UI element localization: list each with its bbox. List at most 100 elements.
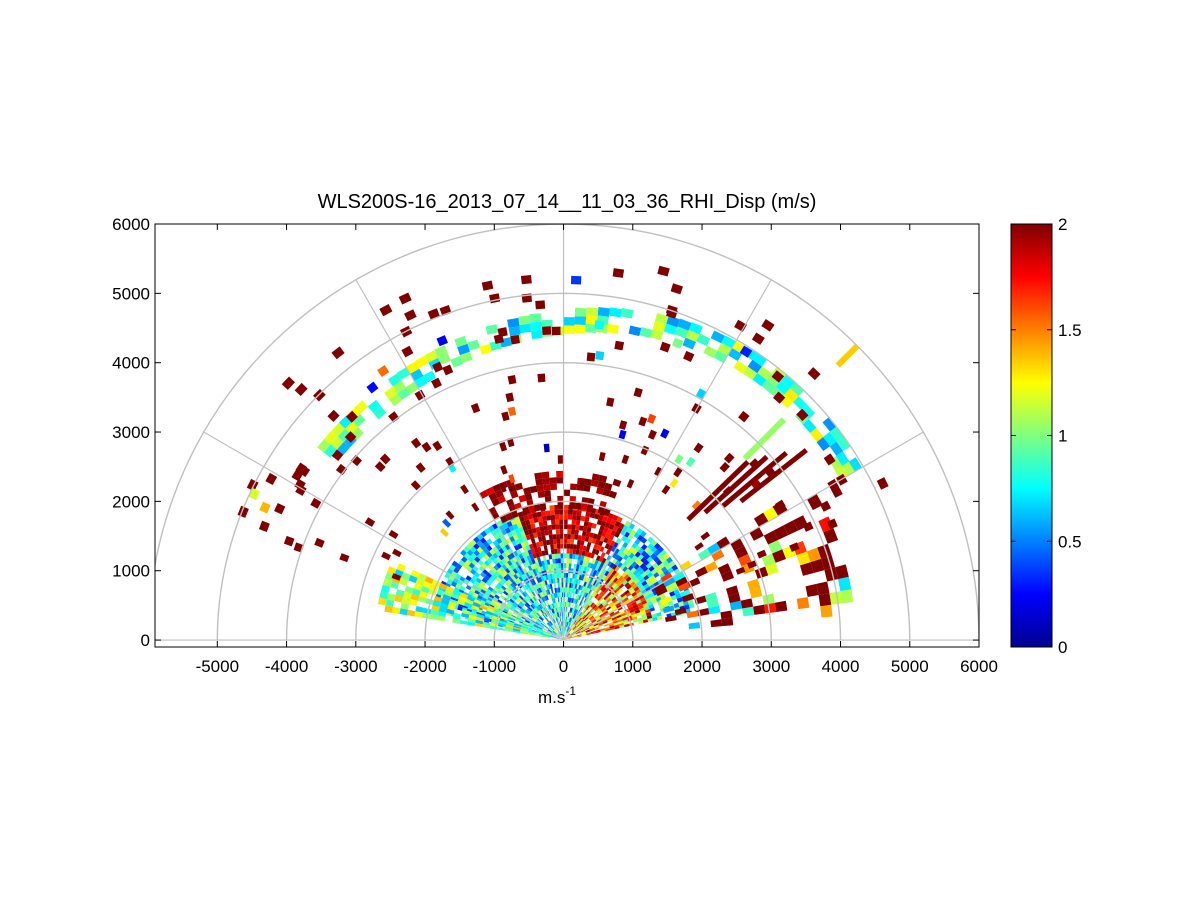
data-cell [530, 611, 536, 616]
data-cell [764, 466, 776, 478]
data-cell [499, 514, 508, 524]
data-cell [432, 440, 443, 452]
colorbar-axis: 00.511.52 [1011, 215, 1082, 657]
data-cell [781, 374, 796, 389]
data-cell [610, 529, 617, 536]
data-cell [577, 624, 583, 629]
data-cell [626, 584, 632, 590]
data-cell [570, 618, 574, 623]
data-cell [403, 591, 412, 599]
data-cell [517, 570, 523, 577]
data-cell [565, 577, 568, 583]
data-cell [522, 562, 528, 568]
data-cell [614, 566, 620, 572]
data-cell [614, 548, 620, 555]
data-cell [606, 598, 612, 604]
data-cell [536, 577, 541, 584]
data-cell [609, 627, 616, 631]
data-cell [608, 593, 614, 599]
data-cell [549, 620, 553, 626]
data-cell [562, 621, 564, 627]
data-cell [404, 309, 417, 322]
data-cell [633, 387, 643, 398]
data-cell [590, 628, 596, 632]
data-cell [529, 612, 535, 617]
data-cell [471, 583, 478, 590]
data-cell [557, 622, 560, 628]
data-cell [775, 380, 791, 395]
data-cell [579, 619, 584, 624]
data-cell [429, 583, 439, 592]
data-cell [534, 634, 543, 637]
data-cell [534, 595, 539, 601]
data-cell [421, 441, 432, 453]
data-cell [646, 589, 653, 595]
data-cell [580, 575, 585, 581]
data-cell [615, 537, 622, 544]
data-cell [569, 617, 572, 623]
data-cell [517, 612, 524, 617]
data-cell [628, 606, 634, 611]
data-cell [595, 600, 601, 606]
data-cell [560, 631, 563, 637]
data-cell [783, 520, 799, 536]
data-cell [530, 321, 542, 331]
data-cell [529, 533, 535, 540]
data-cell [652, 320, 666, 333]
data-cell [574, 307, 587, 317]
data-cell [513, 623, 522, 628]
data-cell [554, 602, 557, 608]
data-cell [469, 546, 477, 553]
data-cell [417, 595, 427, 603]
data-cell [635, 588, 642, 595]
data-cell [579, 545, 584, 551]
data-cell [552, 558, 556, 564]
data-cell [632, 616, 638, 621]
data-cell [460, 556, 468, 563]
data-cell [633, 578, 640, 584]
data-cell [472, 565, 479, 572]
data-cell [581, 621, 586, 625]
data-cell [545, 510, 551, 516]
data-cell [594, 614, 600, 619]
data-cell [617, 606, 623, 611]
data-cell [516, 615, 522, 620]
data-cell [637, 617, 643, 622]
data-cell [568, 587, 571, 593]
data-cell [588, 601, 593, 607]
data-cell [603, 576, 609, 582]
data-cell [556, 634, 561, 638]
data-cell [559, 587, 562, 593]
data-cell [635, 572, 641, 579]
data-cell [818, 593, 832, 607]
data-cell [633, 606, 640, 612]
data-cell [583, 603, 588, 609]
data-cell [639, 327, 653, 338]
data-cell [597, 506, 605, 515]
data-cell [563, 317, 575, 326]
data-cell [591, 632, 597, 635]
data-cell [522, 525, 528, 532]
data-cell [567, 637, 573, 640]
data-cell [424, 576, 434, 584]
data-cell [527, 549, 533, 556]
data-cell [533, 608, 539, 613]
data-cell [419, 590, 429, 599]
data-cell [500, 572, 506, 578]
data-cell [529, 598, 535, 604]
data-cell [649, 574, 656, 581]
data-cell [576, 622, 580, 627]
data-cell [694, 542, 704, 551]
data-cell [571, 618, 574, 624]
data-cell [556, 538, 561, 544]
data-cell [530, 522, 536, 529]
data-cell [571, 603, 575, 609]
data-cell [529, 605, 534, 611]
data-cell [457, 579, 464, 586]
data-cell [602, 601, 608, 607]
data-cell [526, 594, 532, 600]
data-cell [656, 552, 664, 560]
data-cell [578, 525, 584, 531]
data-cell [547, 524, 552, 531]
data-cell [602, 619, 608, 623]
